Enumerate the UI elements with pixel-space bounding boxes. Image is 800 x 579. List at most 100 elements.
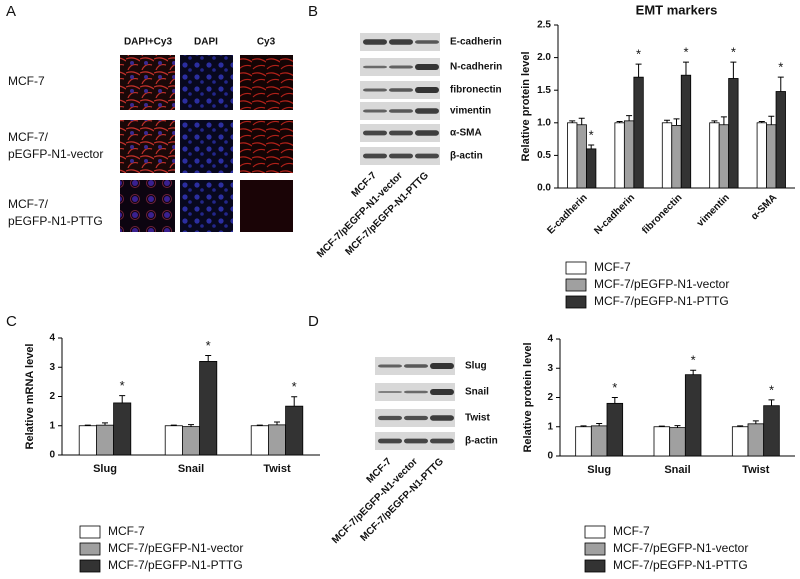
bar — [680, 74, 692, 189]
y-axis-label: Relative mRNA level — [24, 344, 36, 450]
micrograph — [180, 120, 233, 173]
bar — [669, 427, 686, 457]
error-bar — [673, 118, 680, 126]
x-tick-label: α-SMA — [749, 192, 779, 222]
column-header: DAPI+Cy3 — [124, 37, 173, 48]
blot-band — [415, 87, 439, 93]
bar — [756, 122, 767, 189]
bar — [164, 425, 183, 456]
y-tick-label: 0.0 — [537, 183, 551, 194]
panel-label: D — [308, 313, 319, 330]
row-label: MCF-7/ — [8, 130, 49, 144]
blot-band — [378, 438, 402, 444]
blot-band — [363, 39, 387, 45]
blot-band — [378, 364, 402, 368]
legend-label: MCF-7/pEGFP-N1-vector — [108, 541, 243, 555]
bar — [718, 124, 730, 189]
error-bar — [170, 424, 177, 426]
panel-label: C — [6, 313, 17, 330]
error-bar — [274, 421, 280, 425]
row-label: pEGFP-N1-PTTG — [8, 214, 103, 228]
blot-band — [415, 130, 439, 136]
band-label: α-SMA — [450, 128, 482, 139]
legend-label: MCF-7/pEGFP-N1-PTTG — [108, 558, 243, 572]
error-bar — [580, 425, 587, 427]
bar — [614, 122, 625, 189]
bar — [747, 423, 765, 457]
bar — [78, 425, 97, 456]
legend-swatch — [565, 278, 587, 292]
blot-band — [389, 153, 413, 159]
bar — [285, 405, 304, 456]
bar — [766, 124, 777, 189]
significance-marker: * — [683, 45, 688, 60]
significance-marker: * — [292, 379, 297, 394]
bar — [623, 120, 635, 189]
bar — [575, 426, 592, 457]
band-label: fibronectin — [450, 85, 502, 96]
error-bar — [664, 119, 671, 123]
chart-title: EMT markers — [636, 2, 718, 17]
y-tick-label: 2 — [49, 391, 55, 402]
x-tick-label: Slug — [93, 463, 117, 475]
band-label: N-cadherin — [450, 62, 502, 73]
bar — [671, 125, 682, 189]
panel-label: B — [308, 3, 318, 20]
panel-a — [120, 55, 293, 232]
blot-band — [389, 109, 413, 113]
legend-swatch — [584, 525, 606, 539]
blot-band — [378, 391, 402, 393]
blot-band — [363, 65, 387, 69]
blot-band — [363, 153, 387, 159]
bar — [250, 425, 269, 456]
bar — [661, 122, 673, 189]
bar — [586, 148, 597, 189]
legend-label: MCF-7 — [613, 524, 650, 538]
significance-marker: * — [691, 353, 696, 368]
x-tick-label: Snail — [664, 464, 690, 476]
micrograph — [180, 180, 233, 232]
blot-band — [404, 438, 428, 444]
error-bar — [578, 117, 585, 125]
error-bar — [616, 120, 623, 123]
bar — [633, 76, 644, 189]
blot-band — [404, 364, 428, 368]
error-bar — [626, 115, 633, 121]
y-axis-label: Relative protein level — [520, 51, 532, 161]
legend-swatch — [565, 295, 587, 309]
x-tick-label: vimentin — [695, 192, 732, 229]
error-bar — [777, 76, 784, 92]
blot-band — [389, 130, 413, 136]
blot-band — [363, 109, 387, 113]
column-header: DAPI — [194, 37, 218, 48]
blot-band — [378, 415, 402, 421]
error-bar — [711, 120, 718, 123]
bar — [606, 402, 624, 457]
blot-band — [415, 153, 439, 159]
row-label: MCF-7/ — [8, 197, 49, 211]
blot-band — [430, 363, 454, 369]
blot-band — [404, 390, 428, 394]
blot-band — [415, 64, 439, 70]
band-label: E-cadherin — [450, 37, 502, 48]
significance-marker: * — [731, 45, 736, 60]
y-axis-label: Relative protein level — [522, 342, 534, 452]
error-bar — [588, 144, 595, 149]
y-tick-label: 1.5 — [537, 85, 551, 96]
significance-marker: * — [636, 47, 641, 62]
error-bar — [596, 423, 603, 426]
blot-band — [389, 39, 413, 45]
blot-band — [389, 88, 413, 92]
y-tick-label: 4 — [49, 333, 55, 344]
error-bar — [102, 422, 108, 426]
legend-swatch — [79, 542, 101, 556]
error-bar — [188, 424, 194, 427]
blot-band — [404, 415, 428, 421]
legend-label: MCF-7/pEGFP-N1-vector — [613, 541, 748, 555]
legend-swatch — [79, 559, 101, 573]
significance-marker: * — [206, 338, 211, 353]
legend-swatch — [584, 559, 606, 573]
error-bar — [720, 116, 727, 125]
band-label: Twist — [465, 413, 490, 424]
